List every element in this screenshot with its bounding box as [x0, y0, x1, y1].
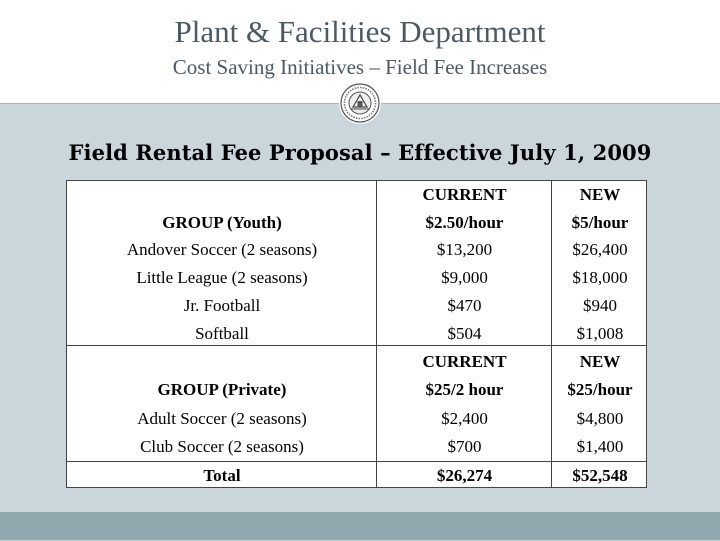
new-fee-cell: $1,008 [576, 324, 624, 343]
current-fee-cell: $700 [447, 437, 482, 456]
current-fee-cell: $25/2 hour [425, 380, 504, 399]
new-fee-cell: $5/hour [571, 213, 629, 232]
column-divider [551, 181, 552, 487]
row-label: Andover Soccer (2 seasons) [126, 240, 318, 259]
row-label: GROUP (Youth) [162, 213, 282, 232]
current-fee-cell: $504 [447, 324, 482, 343]
new-fee-cell: $25/hour [567, 380, 633, 399]
current-fee-cell: $2,400 [441, 409, 488, 428]
row-label: Little League (2 seasons) [136, 268, 308, 287]
row-label: Total [203, 466, 241, 485]
current-fee-cell: $13,200 [436, 240, 493, 259]
footer-bar [0, 512, 720, 540]
new-fee-cell: $4,800 [576, 409, 624, 428]
proposal-heading: Field Rental Fee Proposal – Effective Ju… [68, 140, 652, 165]
new-fee-cell: $18,000 [572, 268, 628, 287]
row-label: Softball [195, 324, 249, 343]
new-fee-cell: $940 [583, 296, 617, 315]
slide-subtitle: Cost Saving Initiatives – Field Fee Incr… [172, 55, 548, 79]
town-seal-icon [339, 82, 381, 124]
current-fee-cell: $9,000 [441, 268, 488, 287]
slide-title: Plant & Facilities Department [174, 14, 546, 49]
row-label: Club Soccer (2 seasons) [140, 437, 304, 456]
new-fee-cell: $26,400 [572, 240, 628, 259]
section-divider [67, 345, 646, 346]
current-fee-cell: CURRENT [422, 352, 507, 371]
new-fee-cell: $52,548 [572, 466, 628, 485]
current-fee-cell: $26,274 [436, 466, 493, 485]
current-fee-cell: CURRENT [422, 185, 507, 204]
current-fee-cell: $2.50/hour [425, 213, 504, 232]
fee-table: CURRENT NEW GROUP (Youth) $2.50/hour $5/hour… [66, 180, 647, 488]
row-label: Adult Soccer (2 seasons) [137, 409, 307, 428]
current-fee-cell: $470 [447, 296, 482, 315]
total-divider [67, 461, 646, 462]
row-label: GROUP (Private) [157, 380, 287, 399]
column-divider [376, 181, 377, 487]
row-label: Jr. Football [183, 296, 261, 315]
new-fee-cell: NEW [579, 352, 621, 371]
new-fee-cell: $1,400 [576, 437, 624, 456]
new-fee-cell: NEW [579, 185, 621, 204]
